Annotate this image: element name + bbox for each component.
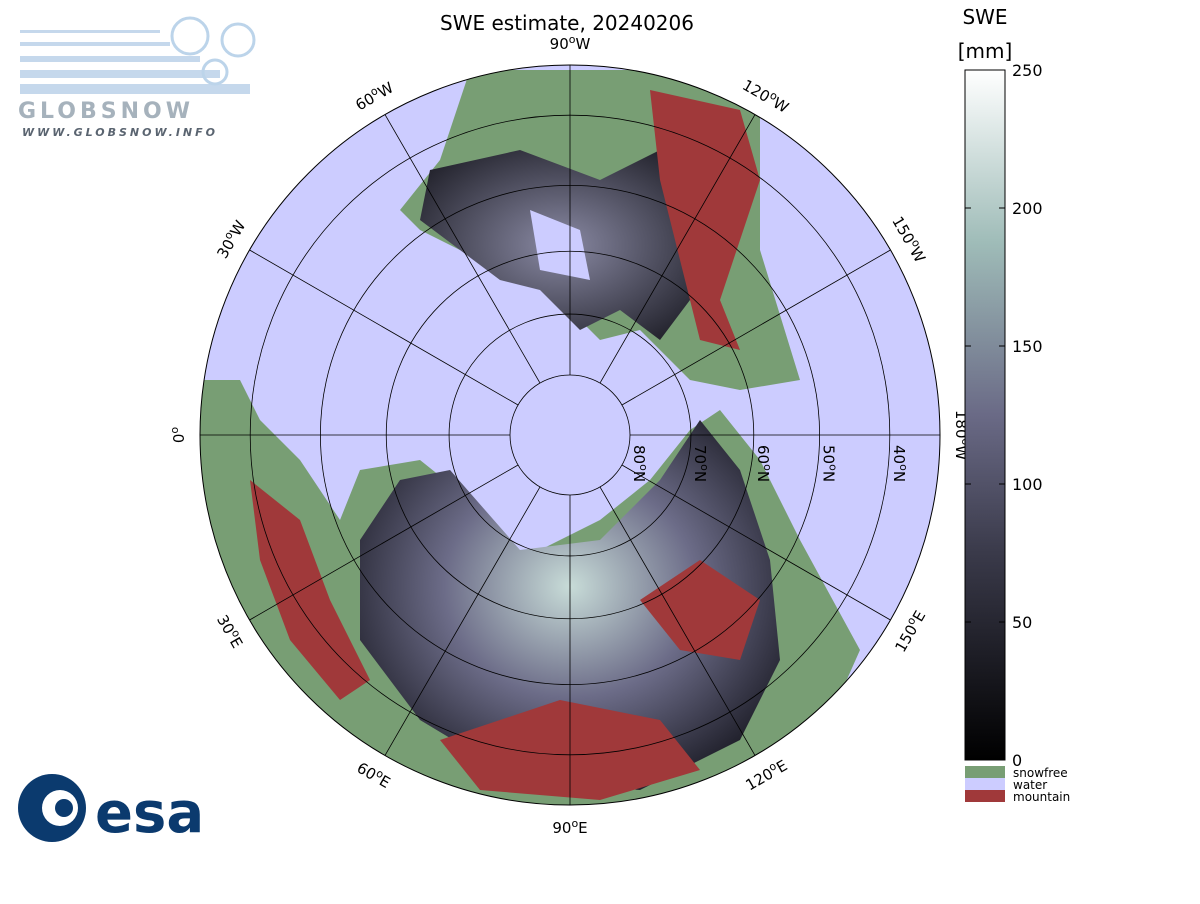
class-label: mountain	[1013, 790, 1070, 804]
colorbar-tick-label: 100	[1012, 475, 1043, 494]
colorbar	[964, 69, 1006, 761]
longitude-label: 120oE	[742, 755, 791, 795]
latitude-label-number: 50	[820, 445, 838, 464]
longitude-label: 30oW	[212, 216, 250, 261]
longitude-label-hemisphere: W	[375, 78, 397, 101]
latitude-label-hemisphere: N	[890, 471, 908, 482]
degree-mark: o	[698, 464, 711, 471]
globsnow-logo: GLOBSNOW WWW.GLOBSNOW.INFO	[18, 16, 256, 139]
meridian	[621, 249, 891, 406]
degree-mark: o	[897, 464, 910, 471]
degree-mark: o	[637, 464, 650, 471]
longitude-label-number: 120	[739, 76, 773, 106]
colorbar-title: SWE	[962, 5, 1007, 29]
degree-mark: o	[571, 817, 578, 830]
latitude-label-number: 60	[754, 445, 772, 464]
meridian	[599, 114, 756, 384]
esa-name: esa	[95, 781, 204, 846]
colorbar-tick-label: 150	[1012, 337, 1043, 356]
esa-logo: esa	[18, 774, 204, 846]
longitude-label-number: 150	[891, 622, 921, 656]
longitude-label-number: 0	[170, 434, 188, 444]
longitude-label: 90oE	[552, 817, 587, 837]
meridian	[249, 464, 519, 621]
globsnow-url: WWW.GLOBSNOW.INFO	[22, 126, 218, 139]
latitude-label: 50oN	[820, 445, 840, 482]
latitude-label-hemisphere: N	[820, 471, 838, 482]
meridian	[384, 114, 541, 384]
colorbar-tick-label: 250	[1012, 61, 1043, 80]
colorbar-unit: [mm]	[958, 39, 1013, 63]
meridian	[621, 464, 891, 621]
longitude-label-hemisphere: W	[575, 35, 590, 53]
class-label: snowfree	[1013, 766, 1068, 780]
meridian	[249, 249, 519, 406]
longitude-label: 150oE	[890, 607, 930, 656]
degree-mark: o	[168, 427, 181, 434]
longitude-label-hemisphere: W	[906, 244, 929, 266]
longitude-label: 60oE	[354, 757, 395, 792]
latitude-label-hemisphere: N	[630, 471, 648, 482]
longitude-label-hemisphere: E	[773, 756, 790, 776]
latitude-label-number: 40	[890, 445, 908, 464]
longitude-label-hemisphere: E	[578, 819, 587, 837]
map-surface	[200, 65, 940, 805]
latitude-label-number: 80	[630, 445, 648, 464]
class-swatch	[965, 790, 1005, 802]
colorbar-tick-label: 200	[1012, 199, 1043, 218]
map-title: SWE estimate, 20240206	[440, 11, 694, 35]
latitude-label-hemisphere: N	[754, 471, 772, 482]
longitude-label-number: 60	[354, 759, 380, 784]
latitude-label-hemisphere: N	[691, 471, 709, 482]
colorbar-tick-label: 0	[1012, 751, 1022, 770]
longitude-label-number: 30	[213, 236, 238, 262]
class-swatch	[965, 766, 1005, 778]
degree-mark: o	[761, 464, 774, 471]
degree-mark: o	[827, 464, 840, 471]
longitude-label: 30oE	[213, 611, 248, 652]
latitude-label: 70oN	[691, 445, 711, 482]
longitude-label: 60oW	[351, 77, 396, 115]
longitude-label-number: 90	[552, 819, 571, 837]
longitude-label-hemisphere: E	[226, 634, 246, 651]
globsnow-name: GLOBSNOW	[18, 99, 194, 124]
latitude-label: 40oN	[890, 445, 910, 482]
meridian	[599, 486, 756, 756]
degree-mark: o	[569, 33, 576, 46]
longitude-label: 90oW	[550, 33, 591, 53]
longitude-label-number: 90	[550, 35, 569, 53]
latitude-label: 80oN	[630, 445, 650, 482]
longitude-label: 0o	[168, 427, 188, 444]
class-swatch	[965, 778, 1005, 790]
meridian	[384, 486, 541, 756]
latitude-label-number: 70	[691, 445, 709, 464]
class-label: water	[1013, 778, 1047, 792]
latitude-label: 60oN	[754, 445, 774, 482]
colorbar-tick-label: 50	[1012, 613, 1032, 632]
